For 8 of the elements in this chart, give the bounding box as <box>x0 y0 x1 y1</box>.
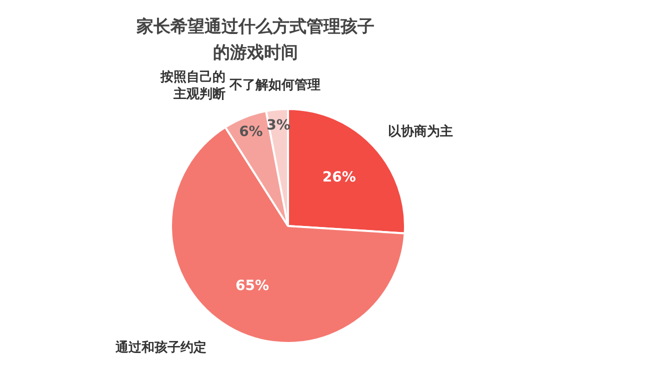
slice-label: 以协商为主 <box>388 124 453 140</box>
chart-title: 家长希望通过什么方式管理孩子的游戏时间 <box>136 16 376 65</box>
slice-label: 按照自己的主观判断 <box>160 68 226 102</box>
slice-label: 通过和孩子约定 <box>114 339 206 356</box>
slice-label: 不了解如何管理 <box>228 78 321 93</box>
data-label: 6% <box>239 124 263 140</box>
data-label: 65% <box>236 278 270 294</box>
data-label: 26% <box>322 170 356 186</box>
